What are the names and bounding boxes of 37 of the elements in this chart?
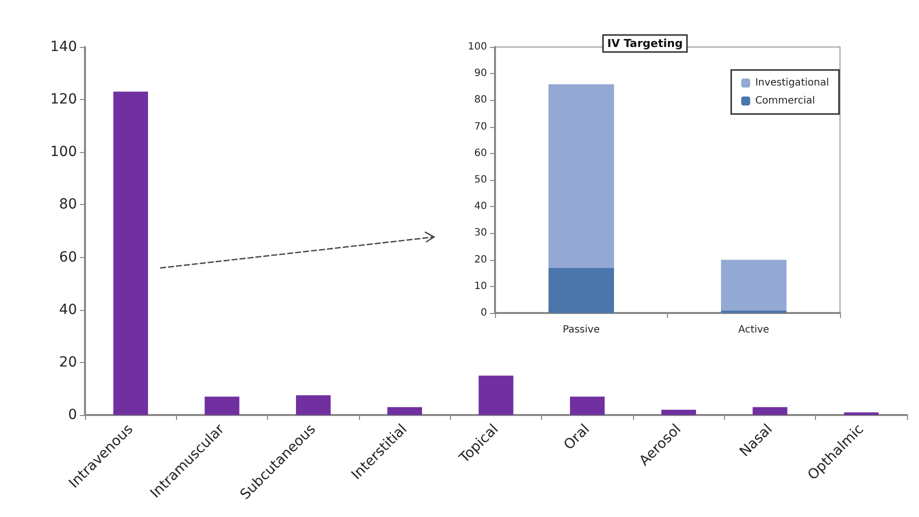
x-tick-label: Passive (562, 324, 600, 336)
bar (661, 410, 696, 415)
bar (752, 407, 788, 415)
y-tick-label: 20 (474, 254, 487, 266)
legend-label: Investigational (755, 78, 830, 88)
bar (570, 396, 605, 415)
y-tick-label: 30 (474, 228, 487, 239)
legend-label: Commercial (755, 96, 816, 106)
y-tick-label: 100 (50, 144, 77, 160)
y-tick-label: 90 (474, 68, 487, 80)
y-tick-label: 140 (50, 39, 77, 55)
y-tick-label: 0 (480, 308, 487, 318)
bar (548, 268, 614, 313)
y-tick-label: 100 (468, 42, 487, 52)
y-tick-label: 10 (474, 280, 487, 292)
y-tick-label: 120 (50, 92, 77, 108)
y-tick-label: 40 (59, 302, 77, 318)
y-tick-label: 80 (59, 196, 77, 213)
y-tick-label: 0 (68, 407, 77, 423)
bar (844, 412, 879, 415)
y-tick-label: 80 (474, 94, 487, 106)
y-tick-label: 40 (474, 201, 487, 212)
bar (720, 310, 787, 313)
bar (548, 84, 614, 268)
y-tick-label: 20 (59, 354, 77, 370)
bar (478, 376, 514, 415)
bar (113, 92, 148, 415)
chart-title: IV Targeting (607, 37, 683, 50)
y-tick-label: 60 (474, 148, 487, 159)
bar (204, 396, 240, 415)
bar (720, 260, 787, 310)
y-tick-label: 60 (59, 249, 77, 266)
y-tick-label: 70 (474, 121, 487, 132)
bar (387, 407, 422, 415)
bar (296, 395, 331, 415)
x-tick-label: Active (738, 324, 770, 336)
y-tick-label: 50 (474, 174, 487, 186)
